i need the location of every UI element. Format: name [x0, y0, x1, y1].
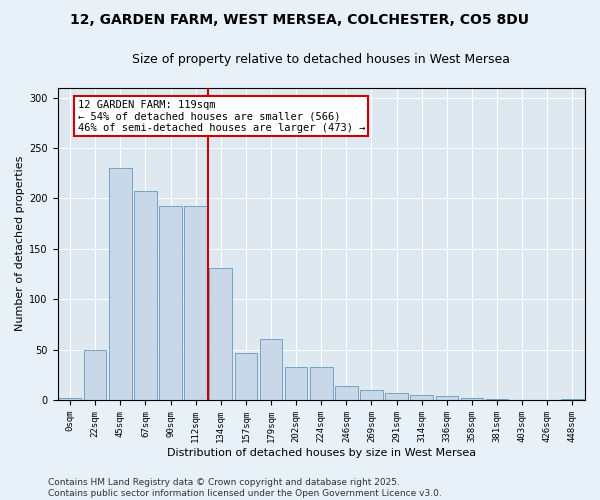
Bar: [335, 386, 358, 400]
Bar: [159, 206, 182, 400]
Text: 12 GARDEN FARM: 119sqm
← 54% of detached houses are smaller (566)
46% of semi-de: 12 GARDEN FARM: 119sqm ← 54% of detached…: [77, 100, 365, 133]
Text: Contains HM Land Registry data © Crown copyright and database right 2025.
Contai: Contains HM Land Registry data © Crown c…: [48, 478, 442, 498]
Bar: [360, 390, 383, 400]
Bar: [134, 192, 157, 400]
Bar: [84, 350, 106, 400]
Bar: [209, 268, 232, 400]
Bar: [436, 396, 458, 400]
Bar: [260, 340, 283, 400]
Bar: [310, 366, 332, 400]
Bar: [285, 366, 307, 400]
Text: 12, GARDEN FARM, WEST MERSEA, COLCHESTER, CO5 8DU: 12, GARDEN FARM, WEST MERSEA, COLCHESTER…: [71, 12, 530, 26]
Bar: [410, 395, 433, 400]
Bar: [385, 393, 408, 400]
Title: Size of property relative to detached houses in West Mersea: Size of property relative to detached ho…: [132, 52, 510, 66]
Bar: [109, 168, 131, 400]
Bar: [461, 398, 483, 400]
X-axis label: Distribution of detached houses by size in West Mersea: Distribution of detached houses by size …: [167, 448, 476, 458]
Bar: [59, 398, 82, 400]
Bar: [486, 399, 508, 400]
Y-axis label: Number of detached properties: Number of detached properties: [15, 156, 25, 332]
Bar: [235, 352, 257, 400]
Bar: [561, 399, 584, 400]
Bar: [184, 206, 207, 400]
